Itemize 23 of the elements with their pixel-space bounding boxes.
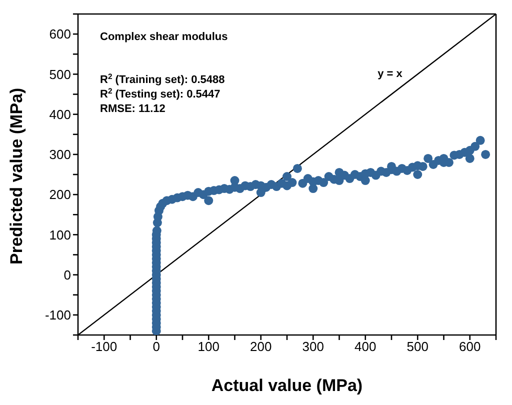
- text: Complex shear modulus: [100, 31, 228, 43]
- annotation: R$^{2}$ (Training set): 0.5488: [100, 72, 225, 86]
- x-tick-label: 200: [250, 339, 272, 354]
- y-axis-title: Predicted value (MPa): [7, 88, 26, 264]
- x-tick-label: 0: [152, 339, 160, 354]
- x-axis-title: Actual value (MPa): [211, 376, 363, 395]
- y-tick-label: 600: [49, 26, 71, 42]
- x-tick-label: 500: [406, 339, 428, 354]
- y-tick-label: 500: [49, 66, 71, 82]
- x-tick-label: 100: [198, 339, 220, 354]
- x-tick-label: 300: [302, 339, 324, 354]
- annotation: RMSE: 11.12: [100, 103, 166, 115]
- annotation: R$^{2}$ (Testing set): 0.5447: [100, 86, 220, 100]
- x-tick-label: 600: [459, 339, 481, 354]
- y-tick-label: 100: [49, 227, 71, 242]
- y-tick-label: 400: [49, 106, 71, 122]
- y-tick-label: 300: [49, 147, 71, 162]
- y-tick-label: 0: [64, 267, 71, 282]
- y-tick-label: 200: [49, 187, 71, 202]
- x-tick-label: -100: [91, 339, 118, 354]
- y-tick-label: -100: [44, 308, 71, 323]
- x-tick-label: 400: [354, 339, 376, 354]
- annotation: y = x: [378, 68, 404, 80]
